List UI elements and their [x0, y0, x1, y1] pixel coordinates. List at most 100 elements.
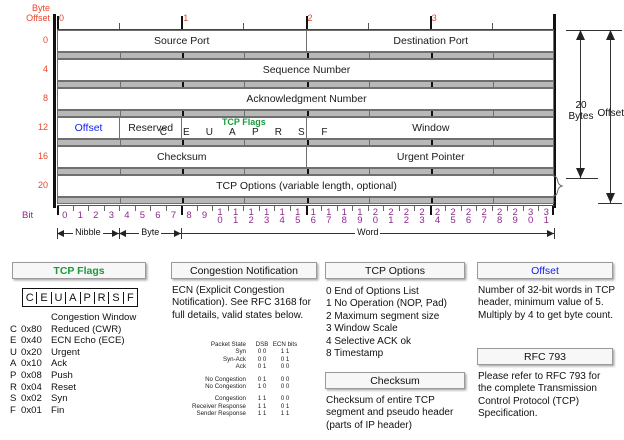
legend-checksum-text: Checksum of entire TCP segment and pseud… [326, 395, 454, 431]
twenty-bytes-label: 20 Bytes [568, 100, 594, 122]
field-tcp-options-variable-length-optional: TCP Options (variable length, optional) [58, 176, 555, 196]
legend-flag-item: C 0x80 Reduced (CWR) [10, 323, 122, 335]
field-label: Offset [74, 122, 103, 134]
field-label: Window [412, 122, 450, 134]
legend-offset-title: Offset [477, 262, 613, 279]
bit-number: 6 [155, 210, 161, 221]
arrow-down-icon [576, 168, 585, 178]
arrow-up-icon [576, 30, 585, 40]
row-separator-strip [57, 81, 554, 88]
byte-offset-label: 4 [42, 64, 48, 74]
legend-flag-item: U 0x20 Urgent [10, 346, 80, 358]
header-row: Offset Reserved TCP Flags C E U A P R S F Window [57, 117, 554, 139]
legend-option-item: 1 No Operation (NOP, Pad) [326, 298, 447, 310]
arrow-left-icon [119, 230, 127, 237]
field-acknowledgment-number: Acknowledgment Number [58, 89, 555, 109]
legend-flag-item: P 0x08 Push [10, 369, 73, 381]
field-label: Acknowledgment Number [246, 93, 367, 105]
legend-tcp-flags-title-text: TCP Flags [53, 264, 105, 277]
byte-ruler-number: 0 [59, 13, 65, 23]
legend-offset-text: Number of 32-bit words in TCP header, mi… [478, 285, 615, 321]
header-row: Checksum Urgent Pointer [57, 146, 554, 168]
header-row: TCP Options (variable length, optional) [57, 175, 564, 197]
field-tcp-flags: TCP Flags C E U A P R S F [160, 118, 327, 138]
legend-option-item: 4 Selective ACK ok [326, 335, 412, 347]
legend-flag-key: A [66, 291, 81, 304]
legend-flag-item: F 0x01 Fin [10, 404, 65, 416]
row-separator-strip [57, 52, 554, 59]
field-label: Sequence Number [262, 64, 351, 76]
bit-number: 7 [170, 210, 177, 221]
legend-flag-item: E 0x40 ECN Echo (ECE) [10, 335, 125, 347]
bit-number: 4 [124, 210, 130, 221]
bit-number: 3 [108, 210, 114, 221]
row-separator-strip [57, 110, 554, 117]
byte-offset-label: 20 [37, 180, 48, 190]
field-label: Reserved [128, 122, 174, 134]
field-reserved: Reserved [120, 118, 183, 138]
byte-offset-label: 0 [42, 35, 48, 45]
row-separator-strip [57, 168, 554, 175]
field-urgent-pointer: Urgent Pointer [307, 147, 556, 167]
legend-flag-key: F [126, 291, 134, 304]
arrow-right-icon [112, 230, 120, 237]
legend-tcp-flags-list: Congestion Window C 0x80 Reduced (CWR) E 0x40… [10, 312, 160, 416]
offset-bracket-label: Offset [597, 108, 624, 119]
arrow-down-icon [606, 193, 615, 203]
byte-offset-label: 12 [37, 122, 48, 132]
legend-checksum-title: Checksum [325, 372, 465, 389]
field-sequence-number: Sequence Number [58, 60, 555, 80]
field-label: Checksum [156, 151, 207, 163]
arrow-up-icon [606, 30, 615, 40]
legend-option-item: 2 Maximum segment size [326, 310, 440, 322]
legend-congestion-text: ECN (Explicit Congestion Notification). … [172, 285, 311, 321]
legend-tcp-options-title: TCP Options [325, 262, 465, 279]
legend-tcp-flags-title: TCP Flags [12, 262, 146, 279]
field-checksum: Checksum [58, 147, 307, 167]
header-row: Acknowledgment Number [57, 88, 554, 110]
row-separator-strip [57, 139, 554, 146]
field-destination-port: Destination Port [307, 31, 556, 51]
legend-flag-key: U [52, 291, 67, 304]
measure-label: Word [355, 227, 381, 237]
arrow-right-icon [174, 230, 182, 237]
legend-tcp-options-list: 0 End of Options List 1 No Operation (NOP… [326, 286, 472, 360]
field-source-port: Source Port [58, 31, 307, 51]
bit-number: 5 [139, 210, 146, 221]
field-label: Destination Port [393, 35, 469, 47]
byte-ruler-number: 2 [307, 13, 313, 23]
bit-number: 1 [77, 210, 83, 221]
byte-offset-title: Byte Offset [26, 3, 50, 23]
legend-rfc-title: RFC 793 [477, 348, 613, 365]
legend-rfc-text: Please refer to RFC 793 for the complete… [478, 371, 601, 420]
byte-ruler-number: 1 [183, 13, 189, 23]
legend-ecn-header-row: Packet State DSB ECN bits [210, 341, 298, 348]
variable-length-brace-icon [553, 175, 564, 197]
right-spine [553, 14, 556, 208]
